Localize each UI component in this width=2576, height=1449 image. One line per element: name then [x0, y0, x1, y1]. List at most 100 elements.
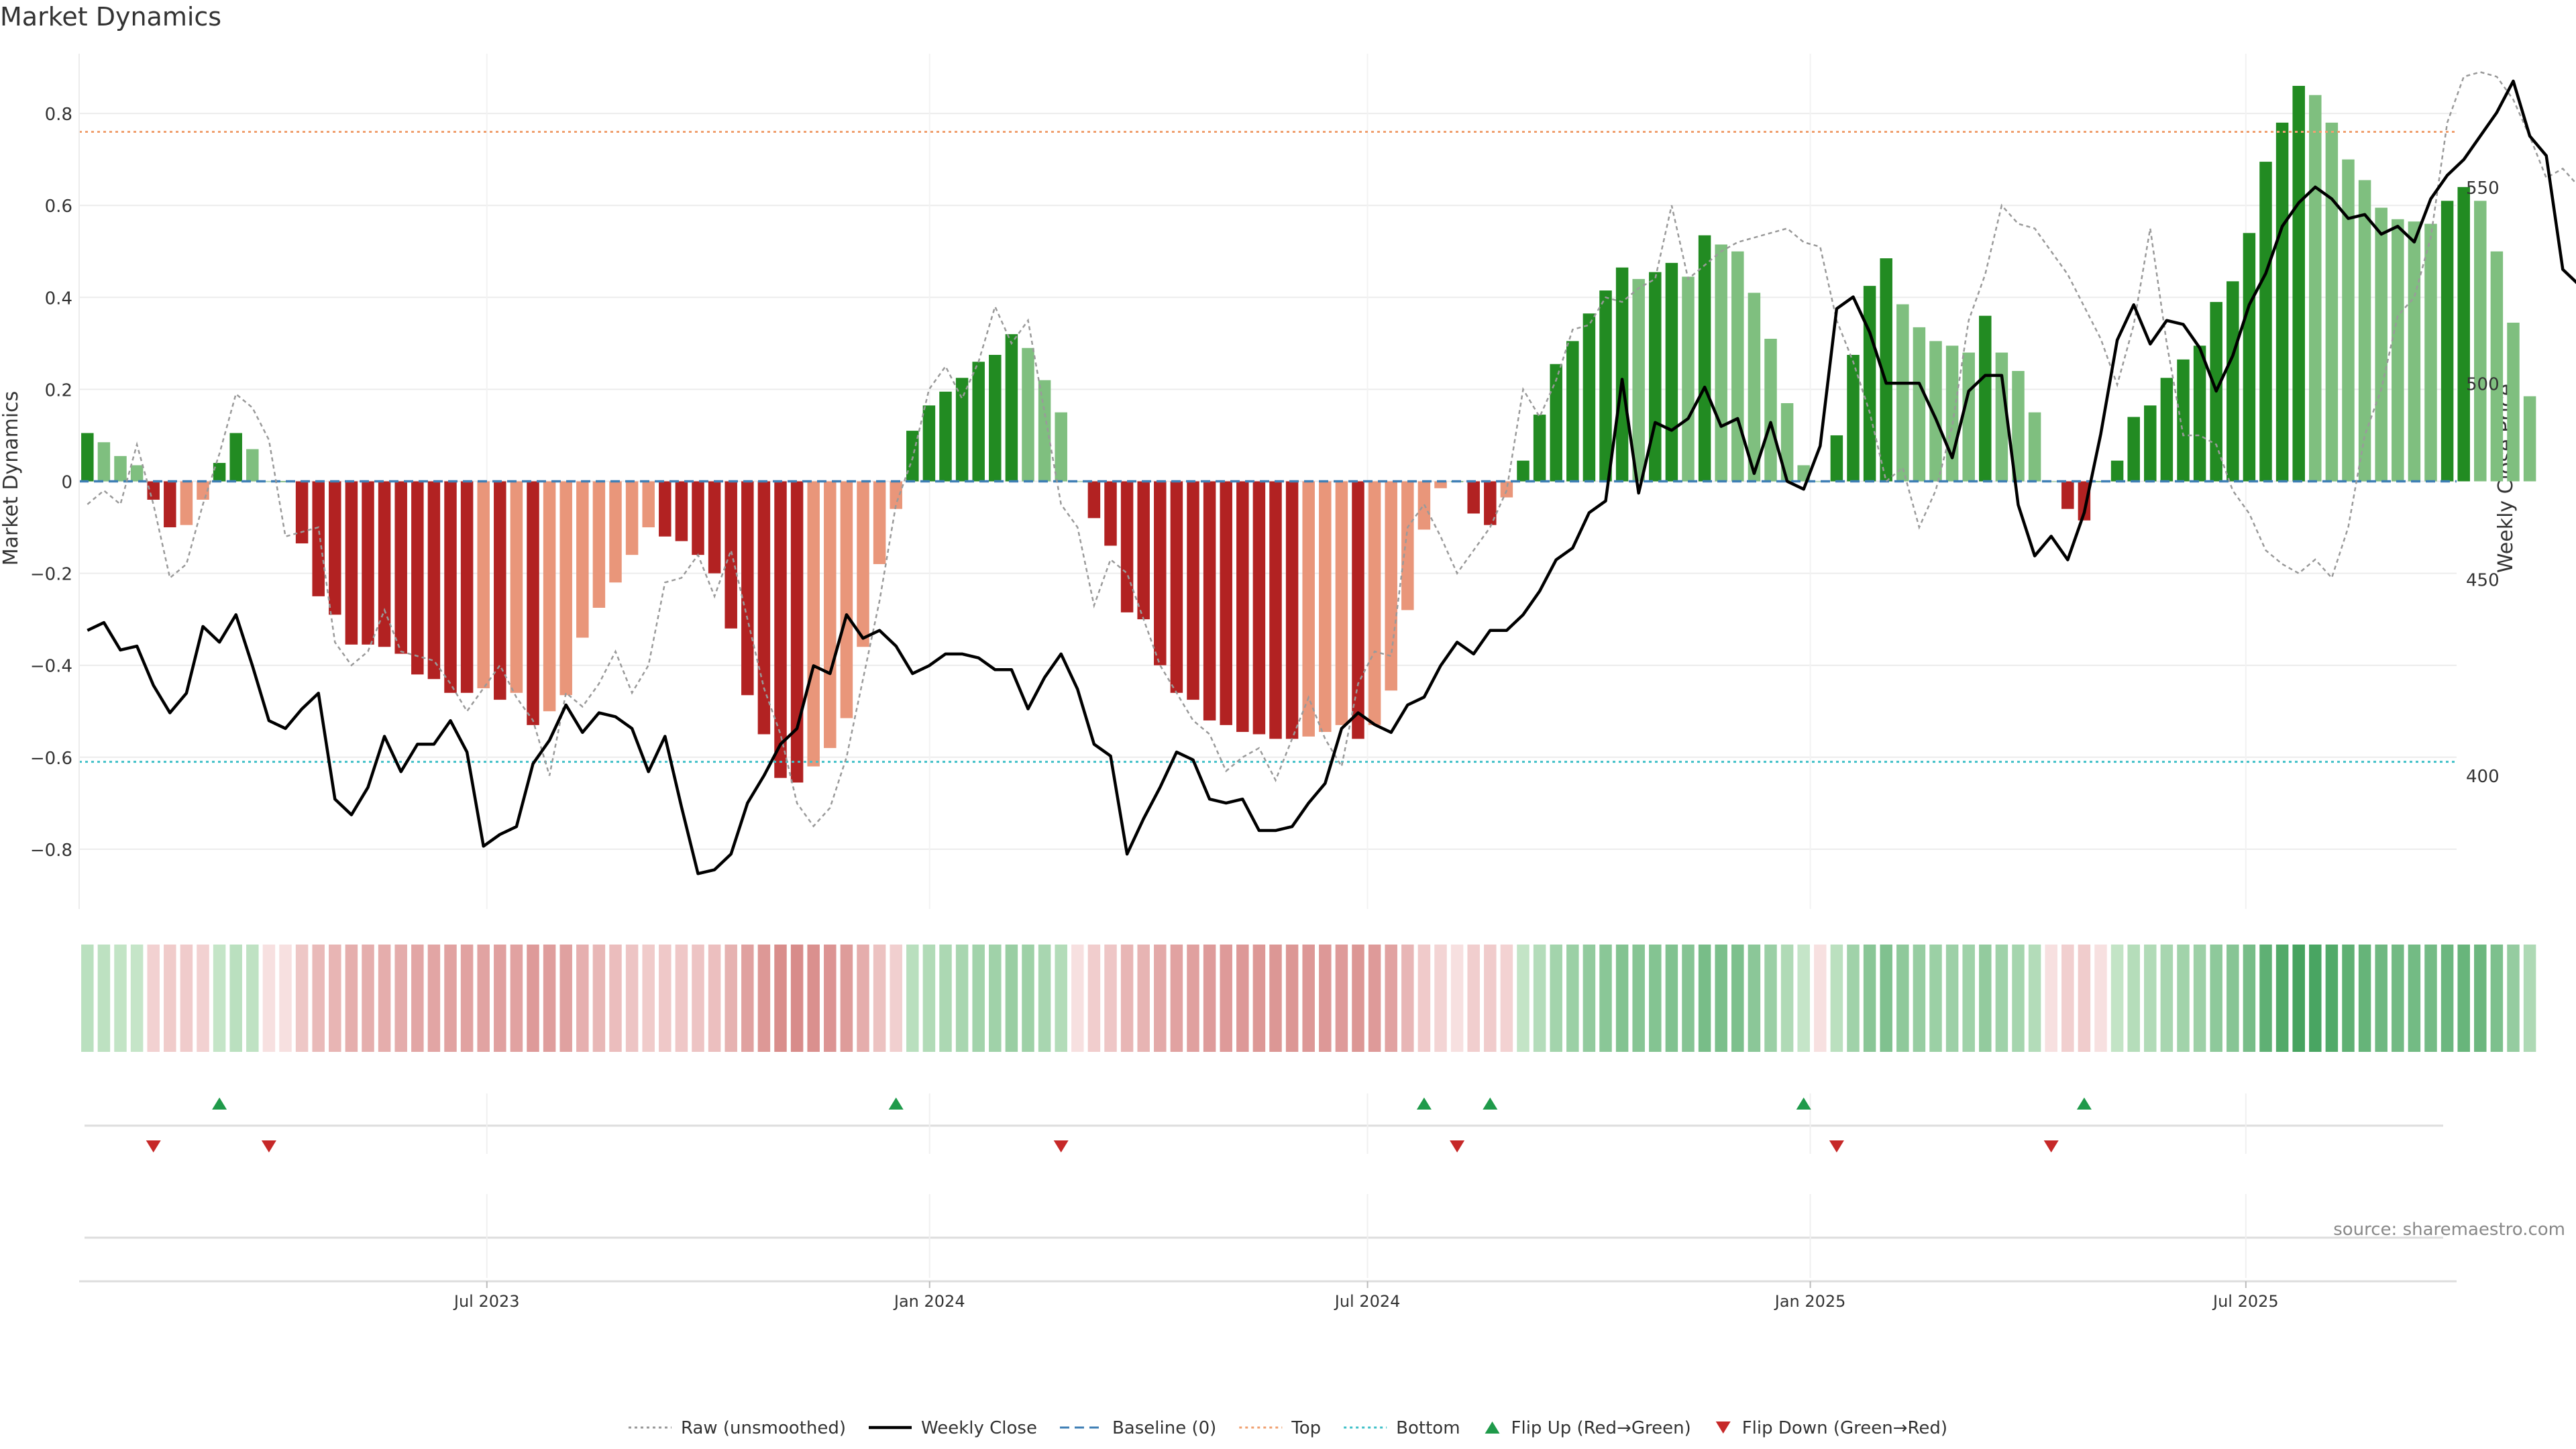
bar	[295, 481, 309, 544]
heat-strip-cell	[1979, 945, 1992, 1052]
heat-strip-cell	[1252, 945, 1266, 1052]
heat-strip-cell	[81, 945, 94, 1052]
heat-strip-cell	[1450, 945, 1464, 1052]
legend-label: Raw (unsmoothed)	[681, 1418, 846, 1438]
legend: Raw (unsmoothed) Weekly Close Baseline (0)…	[628, 1418, 1947, 1438]
bar	[2259, 162, 2272, 482]
heat-strip-cell	[1731, 945, 1744, 1052]
heat-strip-cell	[2490, 945, 2504, 1052]
bar	[824, 481, 837, 749]
bar	[329, 481, 341, 615]
heat-strip-cell	[2144, 945, 2157, 1052]
bar	[1120, 481, 1134, 612]
bar	[939, 391, 952, 482]
heat-strip-cell	[2012, 945, 2025, 1052]
bar	[114, 455, 127, 482]
heat-strip-cell	[1649, 945, 1662, 1052]
bar	[1731, 251, 1744, 482]
heat-strip-cell	[329, 945, 341, 1052]
heat-strip-cell	[1352, 945, 1364, 1052]
heat-strip-cell	[444, 945, 457, 1052]
heat-strip-cell	[2160, 945, 2174, 1052]
heat-strip-cell	[1187, 945, 1199, 1052]
heat-strip-cell	[1632, 945, 1645, 1052]
heat-strip-cell	[2243, 945, 2256, 1052]
heat-strip-cell	[2342, 945, 2355, 1052]
flip-down-marker	[146, 1140, 161, 1152]
bar	[411, 481, 424, 675]
bar	[1863, 286, 1876, 482]
bar	[1087, 481, 1101, 519]
bar	[1896, 304, 1909, 482]
y-tick-label: −0.8	[30, 841, 72, 861]
heat-strip-cell	[1615, 945, 1629, 1052]
heat-strip-cell	[972, 945, 985, 1052]
heat-strip-cell	[543, 945, 556, 1052]
bar	[494, 481, 506, 700]
bar	[2127, 417, 2140, 482]
bar	[2160, 378, 2174, 482]
heat-strip-cell	[1368, 945, 1381, 1052]
bar	[1533, 415, 1546, 482]
bar	[1780, 402, 1794, 482]
heat-strip-cell	[922, 945, 936, 1052]
bar	[2193, 345, 2206, 482]
heat-strip-cell	[757, 945, 771, 1052]
bar	[2457, 186, 2470, 482]
bar	[592, 481, 606, 608]
lines-layer	[87, 71, 2576, 875]
bar	[1715, 244, 1727, 482]
heat-strip-cell	[197, 945, 209, 1052]
heat-strip-cell	[1170, 945, 1183, 1052]
legend-swatch	[1485, 1421, 1500, 1434]
bar	[81, 433, 94, 482]
bar	[2490, 251, 2504, 482]
bar	[659, 481, 672, 537]
bar	[1335, 481, 1348, 725]
heat-strip-cell	[1005, 945, 1018, 1052]
bar	[724, 481, 737, 629]
bar	[1847, 354, 1860, 482]
bar	[229, 433, 242, 482]
heat-strip-cell	[807, 945, 820, 1052]
heat-strip-cell	[2177, 945, 2190, 1052]
heat-strip-cell	[147, 945, 160, 1052]
bar	[1170, 481, 1183, 693]
heat-strip-cell	[2507, 945, 2520, 1052]
bar	[840, 481, 853, 718]
heat-strip-cell	[460, 945, 474, 1052]
bar	[1550, 364, 1562, 482]
heat-strip-cell	[2028, 945, 2041, 1052]
heat-strip-cell	[114, 945, 127, 1052]
heat-strip-cell	[312, 945, 325, 1052]
bar	[1913, 327, 1926, 482]
flip-down-marker	[261, 1140, 276, 1152]
heat-strip-cell	[1220, 945, 1232, 1052]
y2-tick-label: 400	[2466, 767, 2500, 787]
heat-strip-cell	[1830, 945, 1843, 1052]
flip-down-marker	[1450, 1140, 1465, 1152]
heat-strip-cell	[527, 945, 539, 1052]
bar	[1632, 278, 1645, 482]
heat-strip-cell	[1748, 945, 1761, 1052]
heat-strip-cell	[411, 945, 424, 1052]
y2-tick-label: 500	[2466, 374, 2500, 394]
bar	[1154, 481, 1167, 665]
x-tick-label: Jan 2024	[893, 1292, 965, 1311]
bar	[1401, 481, 1414, 610]
legend-label: Flip Down (Green→Red)	[1742, 1418, 1947, 1438]
bar	[1434, 481, 1447, 488]
bar	[774, 481, 787, 778]
legend-entry: Baseline (0)	[1059, 1418, 1216, 1438]
bar	[2309, 95, 2322, 482]
legend-entry: Flip Down (Green→Red)	[1715, 1418, 1947, 1438]
bar	[1945, 345, 1959, 482]
bar	[147, 481, 160, 500]
heat-strip-cell	[1285, 945, 1299, 1052]
heat-strip-cell	[1929, 945, 1942, 1052]
heat-strip-cell	[2392, 945, 2404, 1052]
y-tick-label: −0.4	[30, 657, 72, 677]
heat-strip-cell	[592, 945, 606, 1052]
x-tick-label: Jul 2024	[1334, 1292, 1401, 1311]
heat-strip-cell	[659, 945, 672, 1052]
